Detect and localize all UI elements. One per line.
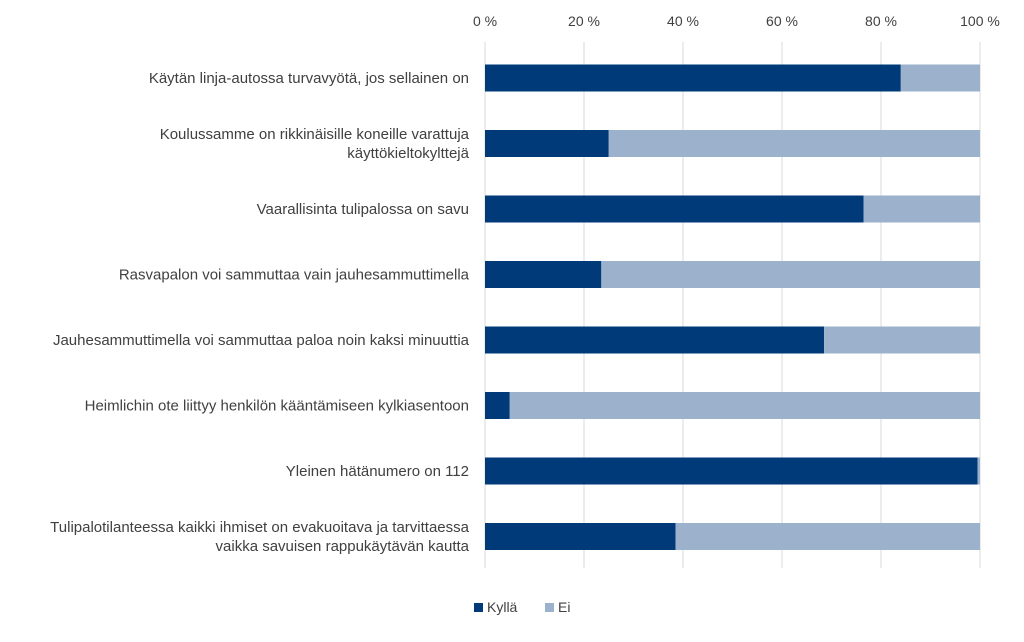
x-tick-label: 100 % <box>960 13 1000 29</box>
bar-segment-ei <box>509 392 980 419</box>
bar-segment-kylla <box>485 523 676 550</box>
bar-segment-kylla <box>485 64 901 92</box>
category-labels: Käytän linja-autossa turvavyötä, jos sel… <box>50 70 469 555</box>
category-label: Tulipalotilanteessa kaikki ihmiset on ev… <box>50 519 469 555</box>
bar-segment-kylla <box>485 392 510 419</box>
bar-segment-kylla <box>485 195 864 223</box>
x-tick-label: 80 % <box>865 13 897 29</box>
x-tick-label: 0 % <box>473 13 497 29</box>
category-label: Yleinen hätänumero on 112 <box>286 463 469 480</box>
bar-segment-kylla <box>485 457 978 485</box>
x-tick-label: 20 % <box>568 13 600 29</box>
category-label: Jauhesammuttimella voi sammuttaa paloa n… <box>53 332 470 349</box>
category-label: Vaarallisinta tulipalossa on savu <box>257 201 469 218</box>
x-axis-ticks: 0 % 20 % 40 % 60 % 80 % 100 % <box>473 13 1000 29</box>
category-label: Rasvapalon voi sammuttaa vain jauhesammu… <box>119 267 470 284</box>
bar-segment-ei <box>900 64 980 92</box>
category-label: Koulussamme on rikkinäisille koneille va… <box>160 126 470 162</box>
legend-swatch <box>545 603 554 612</box>
bars <box>485 64 980 550</box>
bar-segment-ei <box>601 261 980 288</box>
bar-segment-kylla <box>485 261 602 288</box>
bar-segment-kylla <box>485 130 609 157</box>
bar-segment-ei <box>608 130 980 157</box>
legend: Kyllä Ei <box>474 599 570 615</box>
legend-swatch <box>474 603 483 612</box>
x-tick-label: 40 % <box>667 13 699 29</box>
legend-item-kylla: Kyllä <box>474 599 518 615</box>
bar-segment-ei <box>977 457 980 485</box>
legend-item-ei: Ei <box>545 599 570 615</box>
gridlines <box>484 42 981 568</box>
bar-segment-ei <box>863 195 980 223</box>
category-label: Heimlichin ote liittyy henkilön kääntämi… <box>85 398 469 415</box>
legend-label: Kyllä <box>487 599 518 615</box>
legend-label: Ei <box>558 599 570 615</box>
category-label: Käytän linja-autossa turvavyötä, jos sel… <box>149 70 469 87</box>
bar-segment-ei <box>675 523 980 550</box>
bar-segment-ei <box>824 326 980 354</box>
bar-segment-kylla <box>485 326 825 354</box>
x-tick-label: 60 % <box>766 13 798 29</box>
